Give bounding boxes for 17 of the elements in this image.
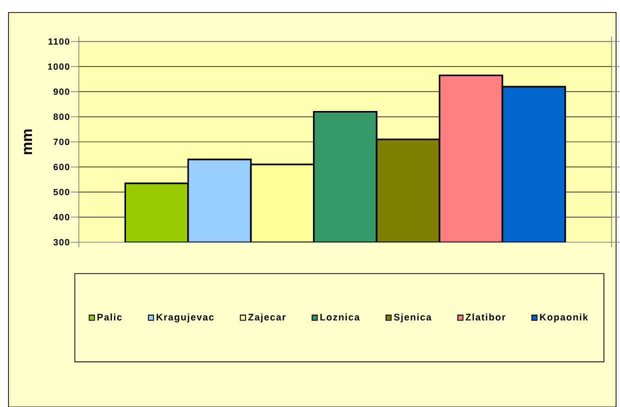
y-tick-label: 600 [54, 164, 70, 170]
legend-label: Palic [97, 313, 122, 320]
y-tick-label: 900 [54, 88, 70, 95]
y-tick-label: 300 [53, 238, 70, 246]
y-axis-title: mm [24, 129, 32, 154]
legend-label: Zlatibor [466, 313, 506, 320]
y-tick-label: 1000 [48, 63, 70, 70]
legend-label: Kopaonik [540, 313, 588, 322]
legend-label: Loznica [320, 313, 360, 320]
y-tick-label: 1100 [48, 38, 70, 44]
y-tick-label: 700 [54, 138, 70, 145]
legend-label: Kragujevac [156, 313, 214, 322]
legend-label: Zajecar [248, 313, 286, 322]
legend-label: Sjenica [394, 313, 432, 322]
y-tick-label: 800 [54, 113, 70, 120]
y-tick-label: 500 [54, 188, 70, 196]
y-tick-label: 400 [53, 214, 70, 220]
